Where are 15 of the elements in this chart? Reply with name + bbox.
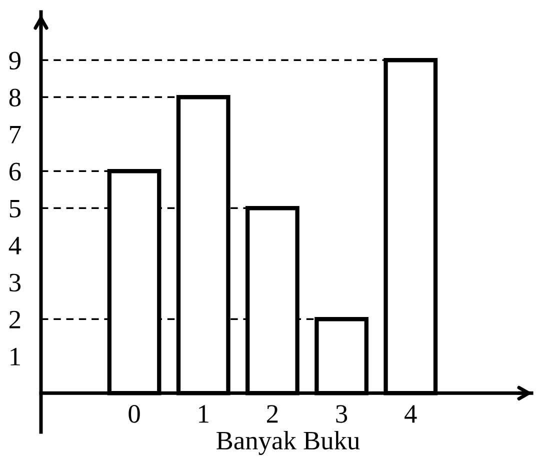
y-tick-label: 2 <box>10 310 20 328</box>
y-tick-label: 1 <box>10 348 20 366</box>
y-tick-label: 8 <box>9 88 21 107</box>
y-tick-label: 5 <box>10 200 21 218</box>
x-tick-label: 0 <box>128 405 140 423</box>
x-axis-title: Banyak Buku <box>216 430 360 455</box>
y-tick-label: 7 <box>10 126 21 144</box>
x-tick-label: 2 <box>267 405 278 423</box>
y-tick-label: 6 <box>9 162 21 181</box>
y-tick-label: 9 <box>9 52 20 70</box>
x-tick-label: 3 <box>336 405 348 423</box>
x-tick-label: 4 <box>404 405 417 423</box>
y-tick-label: 4 <box>8 236 22 254</box>
x-tick-label: 1 <box>199 405 208 423</box>
y-tick-label: 3 <box>10 274 21 292</box>
